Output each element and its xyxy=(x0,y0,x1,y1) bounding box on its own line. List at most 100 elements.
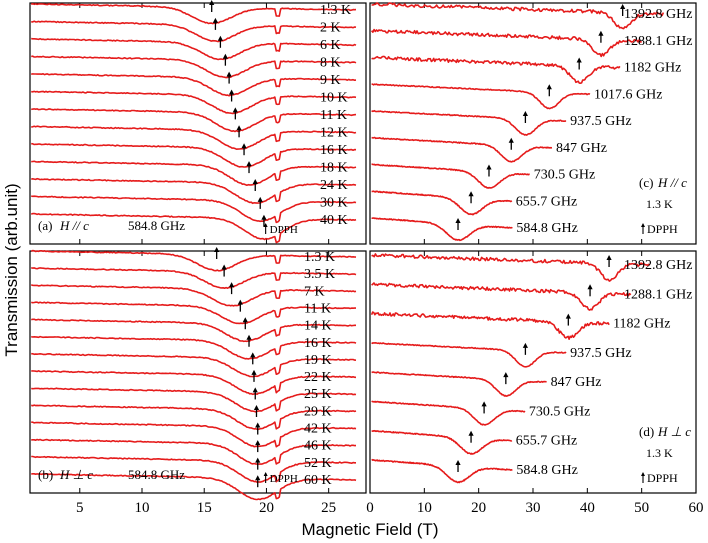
resonance-arrow xyxy=(255,440,261,453)
spectrum-line xyxy=(370,311,610,340)
series-label: 18 K xyxy=(320,161,348,176)
series-label: 10 K xyxy=(320,91,348,106)
spectrum-line xyxy=(371,342,567,368)
series-label: 22 K xyxy=(304,370,332,385)
spectrum-line xyxy=(31,421,357,448)
resonance-arrow xyxy=(250,352,256,365)
panel-a: 1.3 K 2 K 6 K 8 K 9 K 10 K 11 K 12 K 16 K 18 K 24 … xyxy=(29,0,367,245)
resonance-arrow xyxy=(468,430,474,443)
resonance-arrow xyxy=(598,30,604,43)
series-label: 3.5 K xyxy=(304,267,335,282)
y-axis-label: Transmission (arb.unit) xyxy=(2,183,21,356)
resonance-arrow xyxy=(255,475,261,488)
spectrum-line xyxy=(31,177,357,205)
resonance-arrow xyxy=(522,111,528,123)
resonance-arrow xyxy=(246,161,252,174)
series-label: 30 K xyxy=(320,196,348,211)
dpph-arrow xyxy=(641,472,645,483)
panel-letter: (b) xyxy=(38,467,53,482)
series-label: 847 GHz xyxy=(551,375,602,390)
x-tick-label: 30 xyxy=(526,500,541,516)
series-label: 2 K xyxy=(320,21,341,36)
x-tick-label: 40 xyxy=(580,500,595,516)
series-label: 1288.1 GHz xyxy=(624,287,692,302)
x-tick-label: 20 xyxy=(471,500,486,516)
spectrum-line xyxy=(31,195,357,224)
resonance-arrow xyxy=(481,401,487,414)
resonance-arrow xyxy=(251,369,257,382)
series-label: 1017.6 GHz xyxy=(594,87,662,102)
panel-letter: (a) xyxy=(38,218,52,233)
spectrum-line xyxy=(30,284,357,307)
temperature-label: 1.3 K xyxy=(646,197,673,211)
spectrum-line xyxy=(31,455,356,483)
spectrum-line xyxy=(31,335,357,360)
resonance-arrow xyxy=(237,299,243,312)
resonance-arrow xyxy=(229,282,235,295)
resonance-arrow xyxy=(241,143,247,156)
series-label: 584.8 GHz xyxy=(516,463,577,478)
x-tick-label: 20 xyxy=(259,500,274,516)
spectrum-line xyxy=(30,212,357,244)
panel-c: 1392.8 GHz 1288.1 GHz 1182 GHz 1017.6 GHz 93… xyxy=(369,2,697,245)
series-label: 24 K xyxy=(320,178,348,193)
dpph-arrow xyxy=(263,472,268,483)
spectrum-line xyxy=(31,370,356,396)
spectrum-line xyxy=(31,73,357,97)
resonance-arrow xyxy=(222,53,228,66)
panel-letter: (c) xyxy=(639,175,653,190)
spectrum-line xyxy=(371,458,513,484)
frequency-label: 584.8 GHz xyxy=(128,467,185,482)
spectrum-line xyxy=(31,301,356,325)
series-label: 584.8 GHz xyxy=(516,221,577,236)
x-tick-label: 0 xyxy=(366,500,374,516)
series-label: 16 K xyxy=(320,143,348,158)
orientation-label: H // c xyxy=(59,218,89,233)
spectrum-line xyxy=(31,20,357,43)
x-tick-label: 50 xyxy=(634,500,649,516)
series-label: 14 K xyxy=(304,319,332,334)
series-label: 1182 GHz xyxy=(624,61,681,76)
frequency-label: 584.8 GHz xyxy=(128,218,185,233)
resonance-arrow xyxy=(226,71,232,84)
x-tick-label: 10 xyxy=(135,500,150,516)
x-tick-label: 10 xyxy=(417,500,432,516)
resonance-arrow xyxy=(229,89,235,102)
resonance-arrow xyxy=(606,255,612,267)
spectrum-line xyxy=(371,190,513,216)
series-label: 29 K xyxy=(304,404,332,419)
spectrum-line xyxy=(31,37,357,61)
resonance-arrow xyxy=(232,107,238,120)
spectrum-line xyxy=(371,163,530,189)
x-tick-label: 25 xyxy=(321,500,336,516)
series-label: 52 K xyxy=(304,456,332,471)
resonance-arrow xyxy=(486,164,492,177)
dpph-arrow xyxy=(263,223,268,234)
resonance-arrow xyxy=(522,342,528,355)
series-label: 937.5 GHz xyxy=(570,346,631,361)
series-label: 1392.8 GHz xyxy=(624,258,692,273)
resonance-arrow xyxy=(261,214,267,227)
series-label: 730.5 GHz xyxy=(534,168,595,183)
resonance-arrow xyxy=(252,387,258,400)
spectrum-line xyxy=(371,55,621,84)
series-label: 46 K xyxy=(304,439,332,454)
spectrum-line xyxy=(371,253,651,282)
dpph-label: DPPH xyxy=(270,224,298,236)
panel-letter: (d) xyxy=(639,424,654,439)
resonance-arrow xyxy=(565,313,571,326)
dpph-label: DPPH xyxy=(647,222,678,236)
resonance-arrow xyxy=(257,196,263,209)
spectrum-line xyxy=(371,136,553,163)
spectrum-line xyxy=(31,267,357,289)
spectrum-line xyxy=(371,371,547,397)
series-label: 655.7 GHz xyxy=(516,434,577,449)
series-label: 16 K xyxy=(304,336,332,351)
resonance-arrow xyxy=(214,247,220,259)
resonance-arrow xyxy=(246,334,252,347)
spectrum-line xyxy=(371,2,665,30)
spectrum-line xyxy=(31,90,357,115)
x-tick-label: 15 xyxy=(197,500,212,516)
resonance-arrow xyxy=(468,191,474,204)
spectrum-line xyxy=(371,83,591,110)
